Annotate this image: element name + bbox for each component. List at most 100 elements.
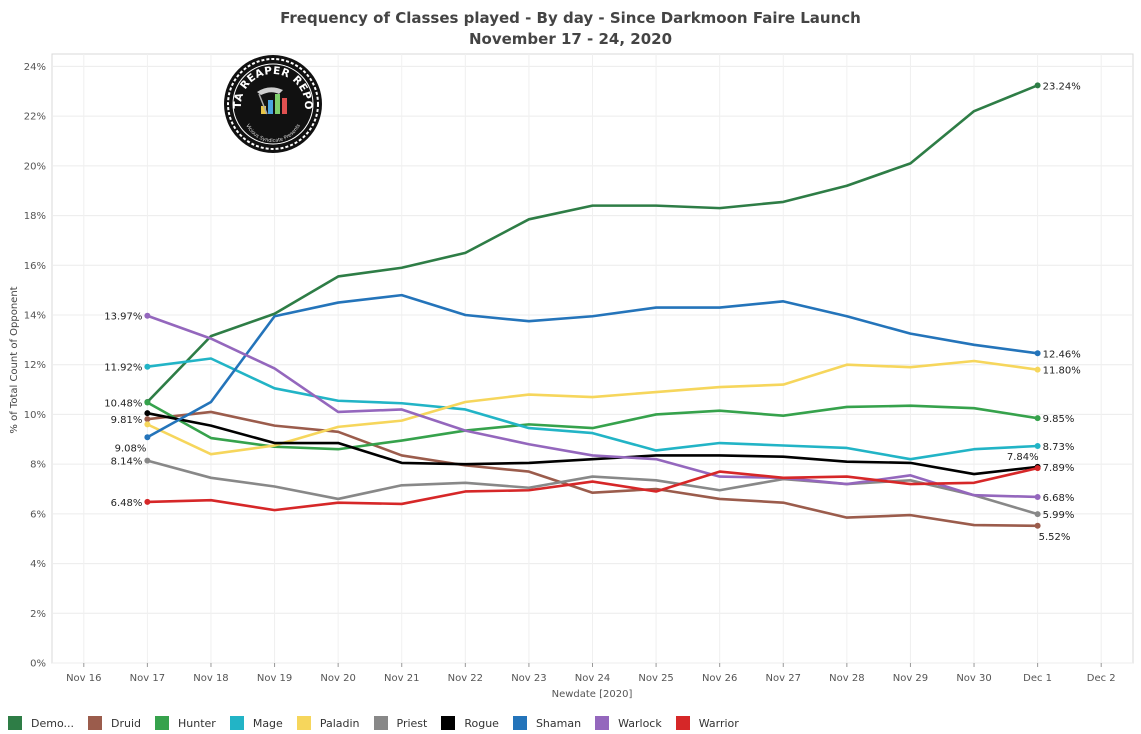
legend-swatch	[675, 716, 690, 730]
y-tick-label: 16%	[24, 261, 46, 272]
y-tick-label: 0%	[30, 659, 46, 670]
x-tick-label: Nov 28	[829, 673, 864, 684]
series-line	[147, 466, 1038, 512]
legend-label: Warrior	[698, 716, 739, 730]
data-reaper-report-logo: DATA REAPER REPORT Vicious Syndicate Pre…	[218, 45, 323, 154]
endpoint-marker	[1034, 366, 1041, 373]
endpoint-marker	[1034, 465, 1041, 472]
gridlines	[51, 53, 1134, 664]
endpoint-marker	[1034, 350, 1041, 357]
x-tick-label: Nov 20	[320, 673, 355, 684]
x-tick-label: Dec 2	[1087, 673, 1116, 684]
endpoint-marker	[144, 363, 151, 370]
legend-swatch	[8, 716, 22, 730]
x-tick-label: Nov 18	[193, 673, 228, 684]
legend-label: Rogue	[464, 716, 499, 730]
x-axis-label: Newdate [2020]	[552, 689, 633, 700]
y-axis: 0% 2% 4% 6% 8% 10% 12% 14% 16% 18% 20% 22% 24%	[24, 62, 46, 670]
endpoint-marker	[144, 399, 151, 406]
y-tick-label: 22%	[24, 112, 46, 123]
data-label: 7.89%	[1043, 463, 1075, 474]
legend: Demo... Druid Hunter Mage Paladin Priest Rogue…	[8, 714, 753, 732]
legend-item[interactable]: Druid	[87, 716, 141, 730]
y-tick-label: 10%	[24, 410, 46, 421]
data-label: 12.46%	[1043, 349, 1081, 360]
y-tick-label: 12%	[24, 360, 46, 371]
series-line	[146, 84, 1039, 403]
y-axis-label: % of Total Count of Opponent	[9, 286, 20, 433]
series-mage	[144, 357, 1041, 461]
legend-item[interactable]: Hunter	[155, 716, 216, 730]
legend-item[interactable]: Paladin	[296, 716, 360, 730]
series-line	[147, 357, 1038, 461]
x-tick-label: Nov 21	[384, 673, 419, 684]
legend-item[interactable]: Rogue	[441, 716, 499, 730]
legend-swatch	[441, 716, 456, 730]
data-label: 23.24%	[1043, 81, 1081, 92]
x-tick-label: Nov 26	[702, 673, 737, 684]
legend-swatch	[373, 716, 388, 730]
data-label: 5.52%	[1039, 532, 1071, 543]
endpoint-marker	[144, 421, 151, 428]
data-label: 9.08%	[115, 443, 147, 454]
x-tick-label: Nov 30	[956, 673, 991, 684]
x-axis: Nov 16 Nov 17 Nov 18 Nov 19 Nov 20 Nov 21 Nov …	[66, 663, 1116, 684]
legend-swatch	[512, 716, 527, 730]
data-label: 8.14%	[111, 457, 143, 468]
series-lines	[144, 82, 1041, 529]
endpoint-marker	[1034, 493, 1041, 500]
chart-subtitle: November 17 - 24, 2020	[468, 30, 673, 48]
legend-item[interactable]: Warrior	[675, 716, 739, 730]
x-tick-label: Nov 24	[575, 673, 610, 684]
data-label: 9.85%	[1043, 414, 1075, 425]
endpoint-marker	[144, 434, 151, 441]
legend-item[interactable]: Shaman	[512, 716, 582, 730]
series-shaman	[144, 293, 1041, 441]
legend-swatch	[87, 716, 102, 730]
legend-item[interactable]: Warlock	[595, 716, 662, 730]
x-tick-label: Nov 29	[893, 673, 928, 684]
chart-title-block: Frequency of Classes played - By day - S…	[0, 8, 1141, 50]
y-tick-label: 6%	[30, 509, 46, 520]
data-label: 8.73%	[1043, 442, 1075, 453]
y-tick-label: 24%	[24, 62, 46, 73]
data-label: 6.48%	[111, 498, 143, 509]
series-druid	[144, 410, 1041, 529]
endpoint-marker	[144, 457, 151, 464]
endpoint-marker	[144, 410, 151, 417]
legend-item[interactable]: Mage	[229, 716, 283, 730]
legend-label: Shaman	[535, 716, 582, 730]
series-line	[146, 401, 1038, 451]
y-tick-label: 4%	[30, 559, 46, 570]
y-tick-label: 18%	[24, 211, 46, 222]
series-warrior	[144, 465, 1041, 512]
y-tick-label: 20%	[24, 161, 46, 172]
x-tick-label: Nov 16	[66, 673, 101, 684]
data-label: 13.97%	[104, 312, 142, 323]
endpoint-marker	[1034, 511, 1041, 518]
x-tick-label: Nov 27	[766, 673, 801, 684]
series-line	[146, 293, 1038, 439]
data-labels: 13.97% 11.92% 10.48% 9.81% 9.08% 8.14% 6.48% 23…	[104, 81, 1081, 542]
legend-label: Priest	[396, 716, 428, 730]
endpoint-marker	[144, 498, 151, 505]
line-chart: 0% 2% 4% 6% 8% 10% 12% 14% 16% 18% 20% 22% 24% Nov 1…	[9, 53, 1134, 700]
legend-item[interactable]: Priest	[373, 716, 428, 730]
x-tick-label: Nov 19	[257, 673, 292, 684]
data-label: 11.80%	[1043, 366, 1081, 377]
data-label: 6.68%	[1043, 493, 1075, 504]
legend-label: Druid	[110, 716, 141, 730]
series-line	[147, 410, 1038, 528]
data-label: 5.99%	[1043, 510, 1075, 521]
endpoint-marker	[144, 416, 151, 423]
legend-item[interactable]: Demo...	[8, 716, 74, 730]
legend-label: Mage	[252, 716, 283, 730]
x-tick-label: Nov 17	[130, 673, 165, 684]
series-line	[147, 411, 1038, 476]
y-tick-label: 14%	[24, 311, 46, 322]
series-hunter	[144, 399, 1041, 451]
legend-label: Hunter	[178, 716, 216, 730]
data-label: 9.81%	[111, 415, 143, 426]
x-tick-label: Dec 1	[1023, 673, 1052, 684]
endpoint-marker	[1034, 522, 1041, 529]
